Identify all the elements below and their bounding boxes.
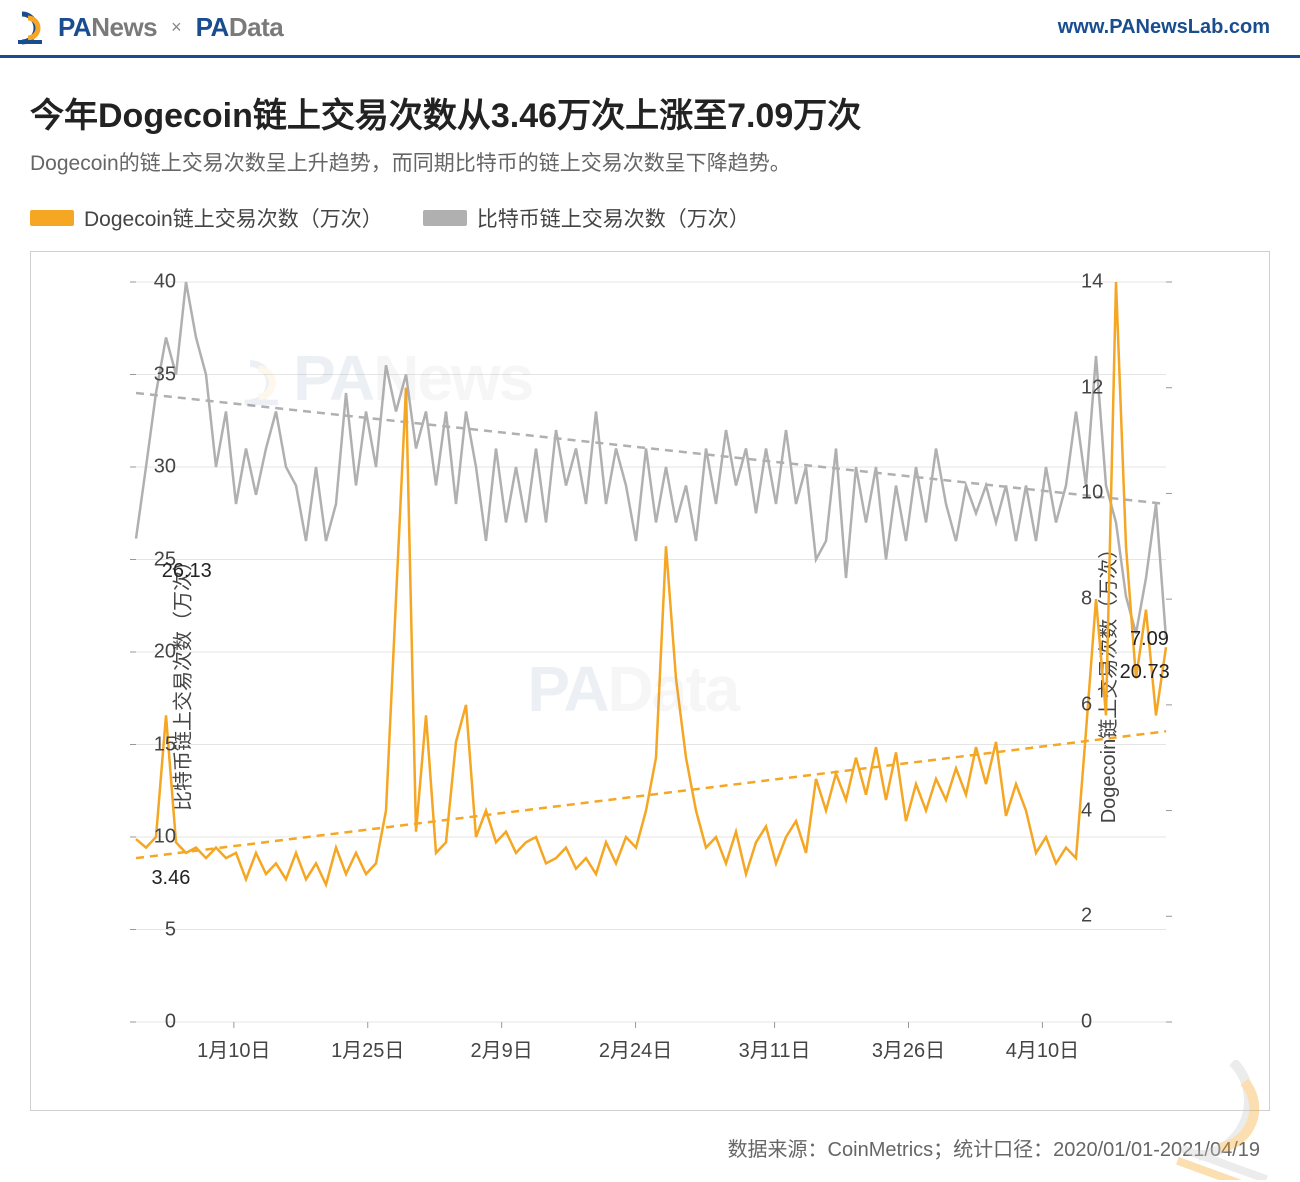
ytick-right: 2 bbox=[1071, 905, 1092, 928]
legend-label-dogecoin: Dogecoin链上交易次数（万次） bbox=[84, 203, 383, 233]
chart-subtitle: Dogecoin的链上交易次数呈上升趋势，而同期比特币的链上交易次数呈下降趋势。 bbox=[30, 147, 1270, 177]
xtick: 3月26日 bbox=[872, 1022, 945, 1063]
legend-swatch-dogecoin bbox=[30, 210, 74, 226]
legend-item-bitcoin: 比特币链上交易次数（万次） bbox=[423, 203, 750, 233]
legend-swatch-bitcoin bbox=[423, 210, 467, 226]
ytick-left: 30 bbox=[136, 456, 186, 479]
ytick-left: 0 bbox=[136, 1011, 186, 1034]
ytick-right: 6 bbox=[1071, 693, 1092, 716]
source-line: 数据来源：CoinMetrics；统计口径：2020/01/01-2021/04… bbox=[30, 1133, 1270, 1162]
legend: Dogecoin链上交易次数（万次） 比特币链上交易次数（万次） bbox=[30, 203, 1270, 233]
data-annotation: 20.73 bbox=[1120, 661, 1170, 684]
data-annotation: 7.09 bbox=[1130, 628, 1169, 651]
ytick-right: 12 bbox=[1071, 376, 1103, 399]
xtick: 2月9日 bbox=[471, 1022, 533, 1063]
xtick: 1月25日 bbox=[331, 1022, 404, 1063]
ytick-left: 5 bbox=[136, 918, 186, 941]
ytick-left: 15 bbox=[136, 733, 186, 756]
legend-item-dogecoin: Dogecoin链上交易次数（万次） bbox=[30, 203, 383, 233]
brand-padata: PAData bbox=[196, 12, 284, 43]
chart-title: 今年Dogecoin链上交易次数从3.46万次上涨至7.09万次 bbox=[30, 88, 1270, 137]
xtick: 4月10日 bbox=[1006, 1022, 1079, 1063]
ytick-right: 14 bbox=[1071, 271, 1103, 294]
plot-svg bbox=[136, 282, 1166, 1022]
xtick: 1月10日 bbox=[197, 1022, 270, 1063]
logo-icon bbox=[14, 10, 50, 46]
brand-group: PANews × PAData bbox=[14, 10, 283, 46]
ytick-left: 20 bbox=[136, 641, 186, 664]
corner-decoration-icon bbox=[1170, 1060, 1300, 1180]
ytick-left: 35 bbox=[136, 363, 186, 386]
ytick-right: 10 bbox=[1071, 482, 1103, 505]
content-area: 今年Dogecoin链上交易次数从3.46万次上涨至7.09万次 Dogecoi… bbox=[0, 58, 1300, 1182]
data-annotation: 26.13 bbox=[162, 560, 212, 583]
xtick: 3月11日 bbox=[739, 1022, 811, 1063]
ytick-left: 40 bbox=[136, 271, 186, 294]
legend-label-bitcoin: 比特币链上交易次数（万次） bbox=[477, 203, 750, 233]
chart-container: 比特币链上交易次数（万次） Dogecoin链上交易次数（万次） 0510152… bbox=[30, 251, 1270, 1111]
header-bar: PANews × PAData www.PANewsLab.com bbox=[0, 0, 1300, 58]
ytick-right: 8 bbox=[1071, 588, 1092, 611]
header-url[interactable]: www.PANewsLab.com bbox=[1058, 16, 1270, 39]
ytick-left: 10 bbox=[136, 826, 186, 849]
xtick: 2月24日 bbox=[599, 1022, 672, 1063]
data-annotation: 3.46 bbox=[151, 867, 190, 890]
plot-area: 0510152025303540 02468101214 1月10日1月25日2… bbox=[136, 282, 1166, 1022]
brand-panews: PANews bbox=[58, 12, 157, 43]
ytick-right: 4 bbox=[1071, 799, 1092, 822]
brand-separator: × bbox=[171, 17, 182, 38]
